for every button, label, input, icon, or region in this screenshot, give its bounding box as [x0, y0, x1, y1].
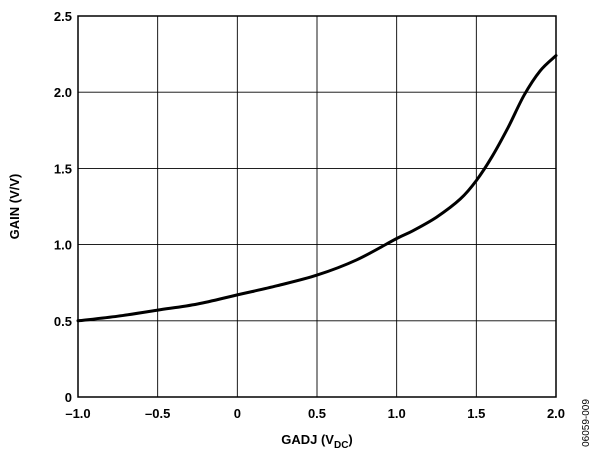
x-axis-title-subscript: DC [334, 440, 348, 451]
y-tick-label: 1.5 [54, 161, 72, 176]
y-tick-label: 0 [65, 390, 72, 405]
x-tick-label: 1.5 [467, 406, 485, 421]
x-tick-label: 0.5 [308, 406, 326, 421]
x-tick-label: –0.5 [145, 406, 170, 421]
y-axis-title: GAIN (V/V) [7, 174, 22, 240]
x-tick-labels: –1.0 –0.5 0 0.5 1.0 1.5 2.0 [65, 406, 565, 421]
x-tick-label: 2.0 [547, 406, 565, 421]
x-axis-title: GADJ (VDC) [281, 432, 353, 451]
plot-frame [77, 15, 557, 398]
y-tick-label: 1.0 [54, 238, 72, 253]
y-tick-label: 0.5 [54, 314, 72, 329]
series-layer [76, 54, 558, 323]
x-tick-label: 0 [234, 406, 241, 421]
x-axis-title-main: GADJ (V [281, 432, 334, 447]
y-tick-label: 2.0 [54, 85, 72, 100]
y-tick-label: 2.5 [54, 9, 72, 24]
x-tick-label: 1.0 [388, 406, 406, 421]
x-axis-title-close: ) [348, 432, 352, 447]
y-tick-labels: 0 0.5 1.0 1.5 2.0 2.5 [54, 9, 72, 405]
x-tick-label: –1.0 [65, 406, 90, 421]
gain-curve [76, 54, 558, 323]
figure-id: 06059-009 [581, 399, 592, 447]
grid-lines [78, 16, 556, 397]
